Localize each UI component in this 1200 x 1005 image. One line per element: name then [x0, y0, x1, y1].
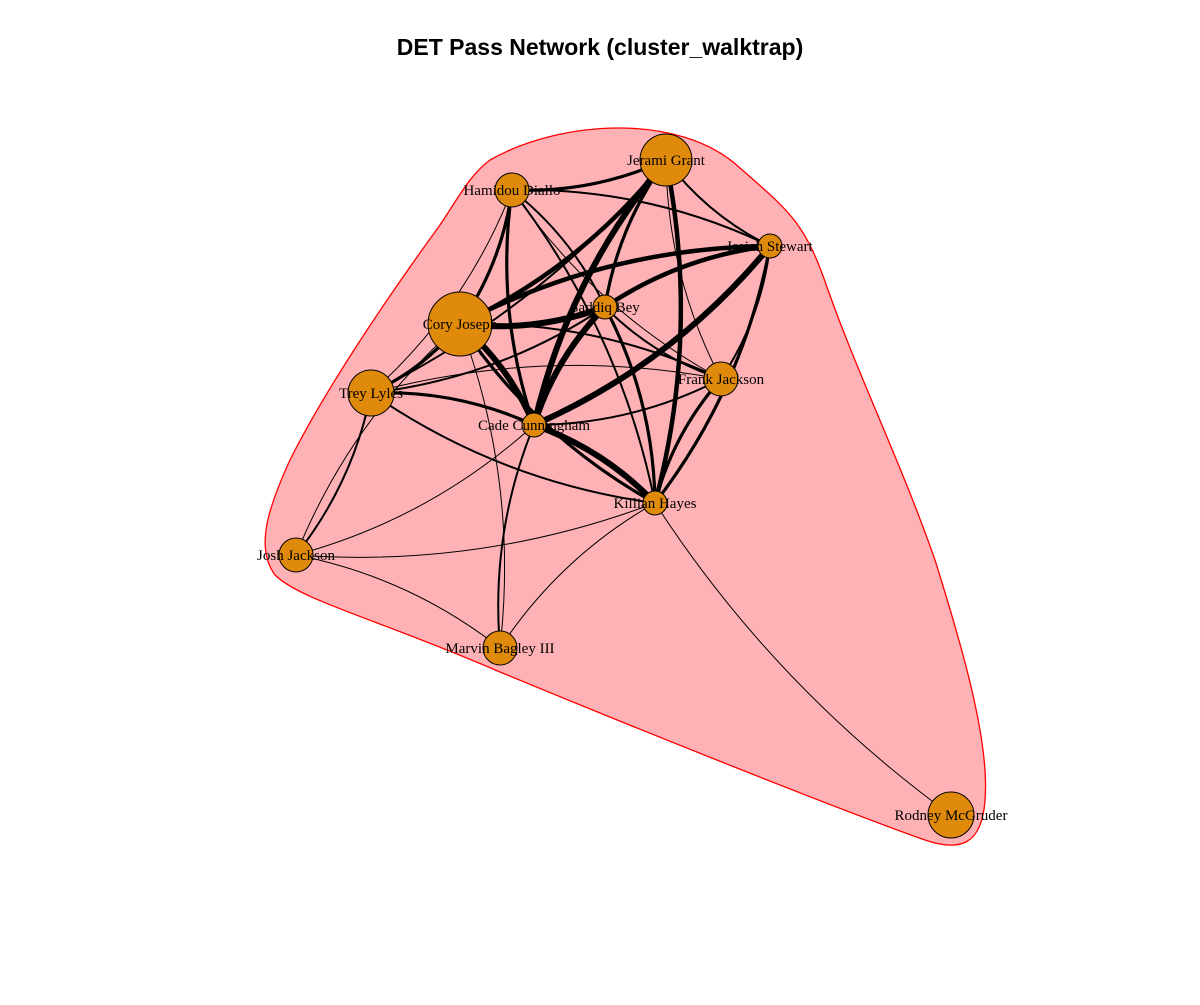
- node-josh[interactable]: [278, 537, 314, 573]
- edge-cade-josh: [295, 424, 535, 556]
- node-rodney[interactable]: [927, 791, 975, 839]
- node-layer: [278, 133, 975, 839]
- edge-killian-rodney: [654, 502, 952, 816]
- edge-jerami-frank: [665, 159, 722, 380]
- node-label-frank: Frank Jackson: [678, 372, 765, 388]
- node-label-rodney: Rodney McGruder: [895, 808, 1008, 824]
- node-killian[interactable]: [642, 490, 668, 516]
- node-hamidou[interactable]: [494, 172, 530, 208]
- edge-cade-killian: [533, 422, 658, 506]
- edge-isaiah-saddiq: [603, 243, 771, 309]
- node-cade[interactable]: [521, 412, 547, 438]
- edge-killian-trey: [370, 392, 656, 504]
- edge-saddiq-cade: [531, 304, 608, 426]
- edge-trey-frank: [370, 364, 722, 394]
- node-label-trey: Trey Lyles: [339, 386, 403, 402]
- node-label-marvin: Marvin Bagley III: [445, 641, 554, 657]
- edge-cade-hamidou: [505, 189, 536, 426]
- node-label-isaiah: Isaiah Stewart: [727, 239, 813, 255]
- edge-josh-marvin: [295, 554, 501, 649]
- edge-cory-frank: [459, 322, 722, 380]
- edge-layer: [295, 158, 952, 816]
- edge-jerami-cade: [531, 158, 669, 426]
- edge-cory-josh: [295, 323, 461, 556]
- node-label-jerami: Jerami Grant: [627, 153, 706, 169]
- node-label-josh: Josh Jackson: [257, 548, 335, 564]
- edge-isaiah-hamidou: [511, 188, 771, 247]
- node-label-killian: Killian Hayes: [614, 496, 697, 512]
- node-saddiq[interactable]: [592, 294, 618, 320]
- node-marvin[interactable]: [482, 630, 518, 666]
- node-label-cade: Cade Cunningham: [478, 418, 590, 434]
- node-jerami[interactable]: [639, 133, 693, 187]
- node-label-hamidou: Hamidou Diallo: [463, 183, 560, 199]
- edge-jerami-trey: [370, 159, 667, 394]
- plot-title: DET Pass Network (cluster_walktrap): [396, 34, 804, 60]
- edge-saddiq-trey: [370, 306, 606, 394]
- edge-cade-marvin: [497, 424, 535, 649]
- edge-cory-marvin: [459, 323, 506, 649]
- node-frank[interactable]: [703, 361, 739, 397]
- edge-saddiq-hamidou: [511, 189, 606, 308]
- node-label-cory: Cory Joseph: [423, 317, 498, 333]
- edge-killian-josh: [295, 502, 656, 558]
- node-cory[interactable]: [427, 291, 493, 357]
- node-isaiah[interactable]: [757, 233, 783, 259]
- node-label-saddiq: Saddiq Bey: [570, 300, 640, 316]
- edge-cory-isaiah: [458, 243, 771, 326]
- label-layer: Cory Joseph Jerami Grant Trey Lyles Rodney …: [257, 153, 1007, 824]
- edge-killian-marvin: [499, 502, 656, 649]
- edge-saddiq-killian: [603, 306, 657, 504]
- edge-isaiah-cade: [532, 244, 773, 428]
- node-trey[interactable]: [347, 369, 395, 417]
